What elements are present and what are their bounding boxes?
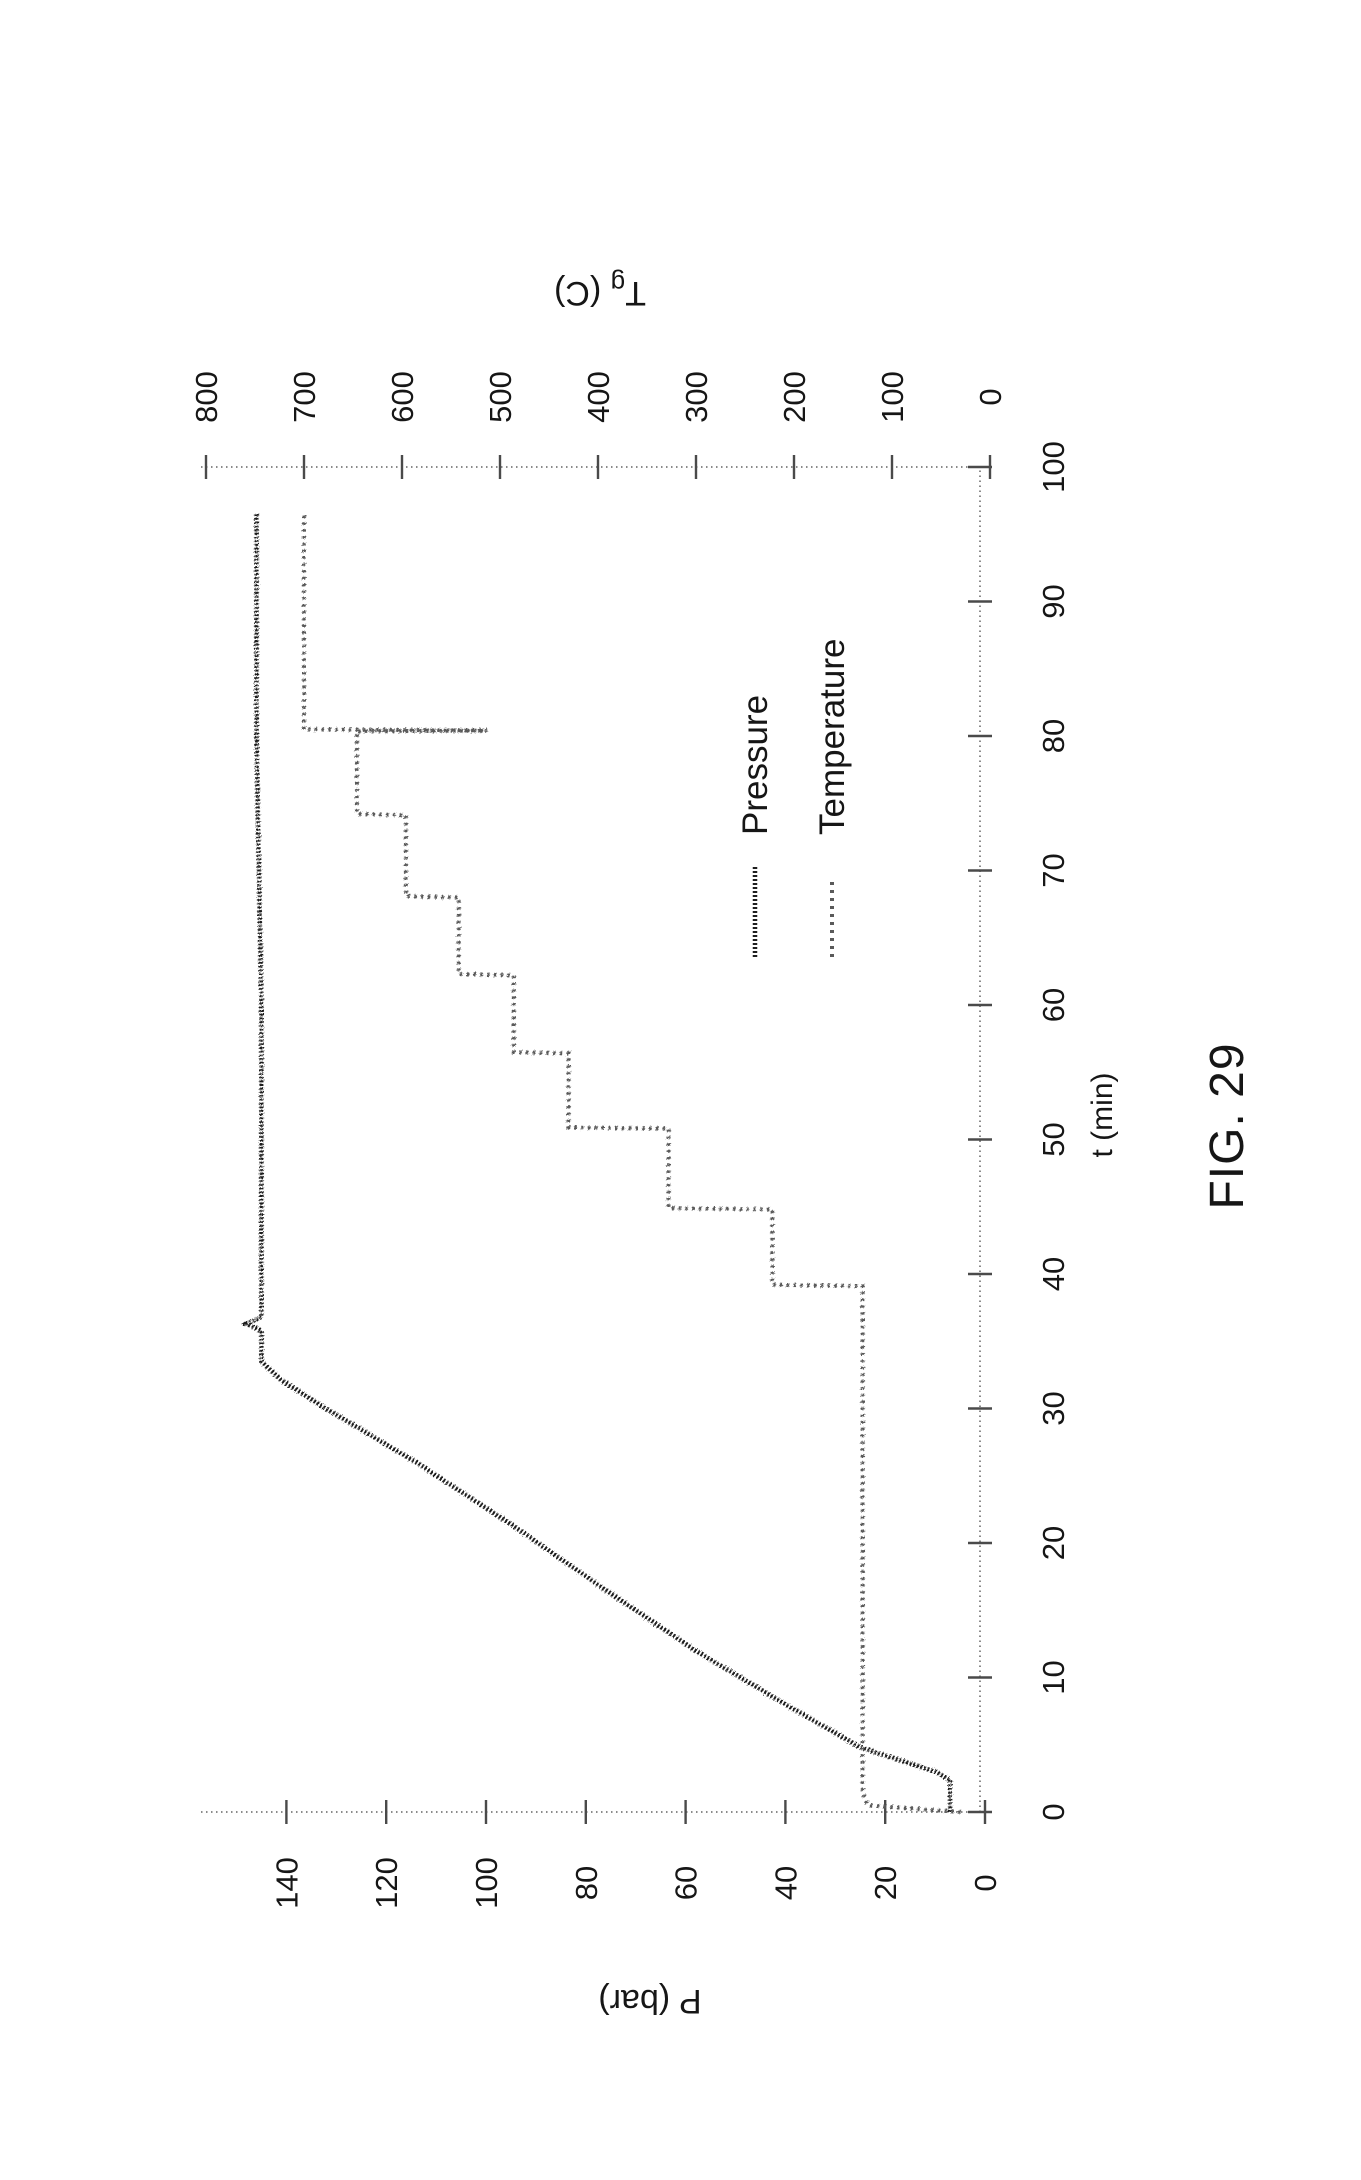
tick-label: 20 (1036, 1526, 1071, 1560)
tick-label: 0 (968, 1874, 1003, 1891)
tick-label: 20 (868, 1866, 903, 1900)
tick-label: 90 (1036, 584, 1071, 618)
legend-temperature-label: Temperature (813, 639, 852, 835)
tick-label: 30 (1036, 1391, 1071, 1425)
tick-labels: 0 10 20 30 40 50 60 70 80 90 100 0 20 40 60 80 100 120 140… (189, 371, 1071, 1909)
tick-label: 800 (189, 371, 224, 423)
tick-label: 80 (569, 1866, 604, 1900)
series-temperature (302, 511, 961, 1814)
figure-caption: FIG. 29 (1201, 1042, 1254, 1209)
axes (201, 466, 990, 1813)
tick-label: 0 (1036, 1803, 1071, 1820)
series-pressure (241, 512, 953, 1812)
tick-label: 400 (581, 371, 616, 423)
tick-label: 40 (1036, 1257, 1071, 1291)
legend: Pressure Temperature (736, 639, 852, 957)
tick-label: 200 (777, 371, 812, 423)
tick-label: 100 (469, 1857, 504, 1909)
x-axis-title: t (min) (1086, 1073, 1119, 1158)
tick-label: 140 (269, 1857, 304, 1909)
tick-label: 40 (768, 1866, 803, 1900)
tick-label: 600 (385, 371, 420, 423)
tick-label: 80 (1036, 719, 1071, 753)
data-curves (241, 511, 961, 1814)
tick-label: 100 (875, 371, 910, 423)
tick-label: 70 (1036, 853, 1071, 887)
tick-label: 60 (1036, 988, 1071, 1022)
tick-label: 50 (1036, 1122, 1071, 1156)
tick-label: 60 (669, 1866, 704, 1900)
tick-label: 100 (1036, 441, 1071, 493)
p-axis-title: P (bar) (598, 1982, 701, 2020)
tg-axis-title: Tg (C) (554, 269, 646, 312)
tick-label: 500 (483, 371, 518, 423)
axis-ticks (204, 455, 992, 1824)
legend-pressure-label: Pressure (736, 695, 775, 835)
tick-label: 10 (1036, 1660, 1071, 1694)
tick-label: 700 (287, 371, 322, 423)
tick-label: 300 (679, 371, 714, 423)
tick-label: 120 (369, 1857, 404, 1909)
tick-label: 0 (973, 388, 1008, 405)
